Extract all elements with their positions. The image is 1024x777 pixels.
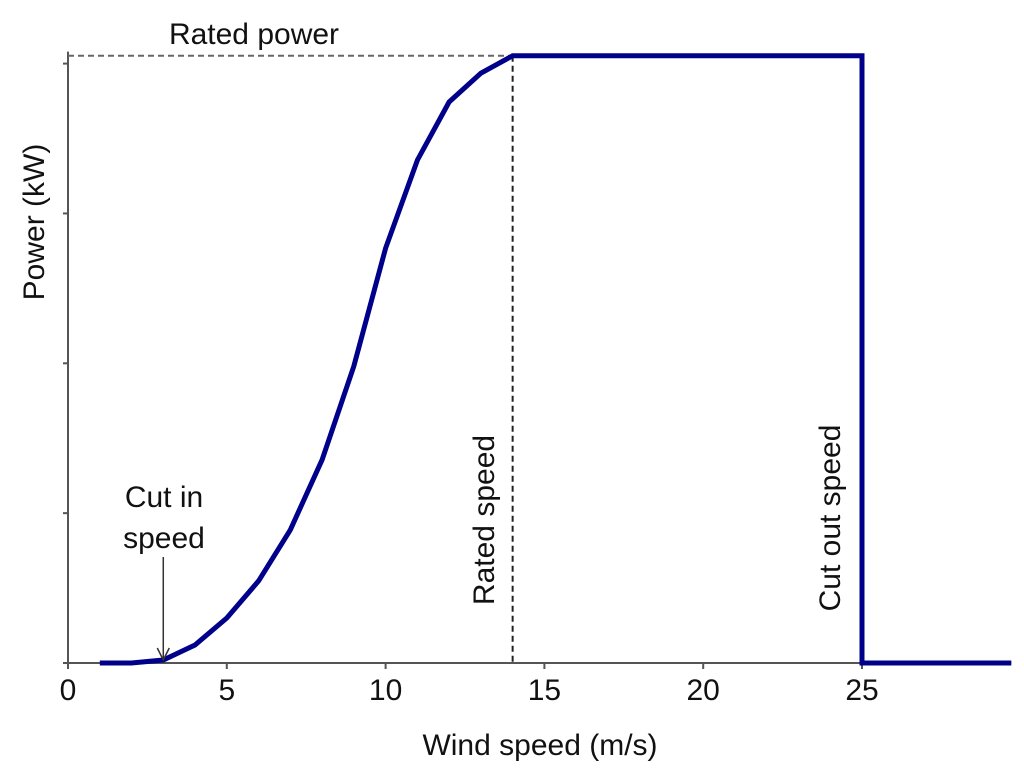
x-tick-label: 10 [369, 674, 402, 707]
x-tick-label: 0 [60, 674, 77, 707]
cut-in-label-line2: speed [123, 522, 205, 555]
x-tick-label: 20 [687, 674, 720, 707]
rated-power-label: Rated power [169, 18, 339, 51]
x-axis-label: Wind speed (m/s) [422, 729, 657, 762]
y-axis-label: Power (kW) [18, 144, 51, 301]
x-tick-label: 15 [528, 674, 561, 707]
series [99, 53, 1012, 666]
cut-in-arrow [156, 557, 170, 662]
cut-in-arrow-head [156, 647, 170, 662]
x-tick-label: 25 [845, 674, 878, 707]
cut-out-speed-label: Cut out speed [814, 425, 847, 612]
x-tick-label: 5 [218, 674, 235, 707]
rated-speed-label: Rated speed [468, 435, 501, 605]
axes [67, 51, 1012, 664]
cut-in-label-line1: Cut in [125, 481, 203, 514]
guide-lines [68, 54, 514, 663]
ticks: 0 5 10 15 20 25 [60, 62, 879, 707]
power-curve-line [99, 53, 1012, 666]
